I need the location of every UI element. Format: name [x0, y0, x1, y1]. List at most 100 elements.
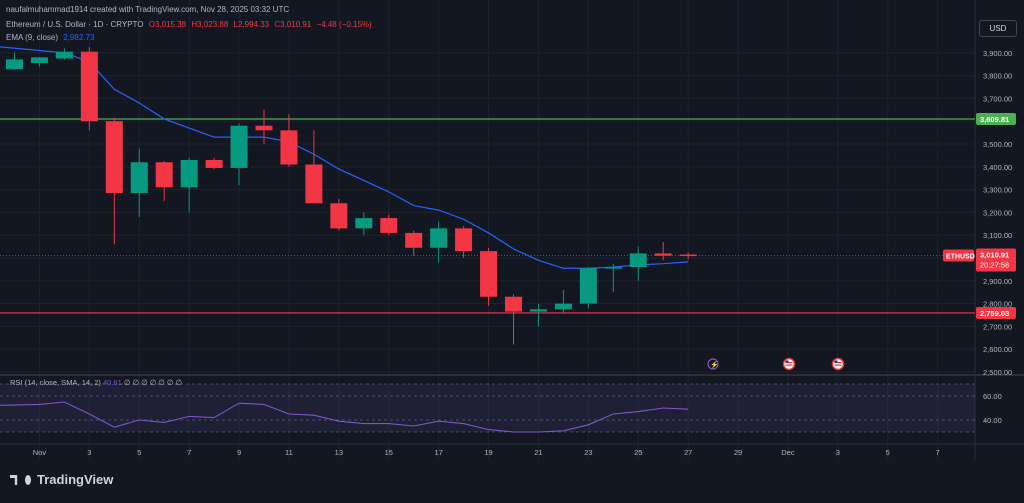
- price-axis-label: 2,800.00: [983, 300, 1012, 309]
- rsi-axis-label: 40.00: [983, 416, 1002, 425]
- candle-body: [305, 164, 323, 204]
- rsi-header: RSI (14, close, SMA, 14, 2) 40.61 ∅ ∅ ∅ …: [10, 378, 182, 387]
- time-axis-label: 19: [484, 448, 492, 457]
- tradingview-logo-text: TradingView: [37, 472, 114, 487]
- candle-body: [80, 51, 98, 122]
- rsi-band: [0, 384, 975, 432]
- candle-body: [105, 121, 123, 194]
- candle-body: [330, 203, 348, 229]
- symbol-tag: [943, 249, 974, 262]
- tradingview-logo-icon: [10, 475, 18, 485]
- economic-event-flag-icon[interactable]: [831, 357, 845, 371]
- price-axis-label: 2,600.00: [983, 345, 1012, 354]
- countdown-text: 20:27:58: [980, 260, 1009, 269]
- flag-stripe: [834, 362, 842, 364]
- time-axis-label: 7: [187, 448, 191, 457]
- rsi-value: 40.61: [102, 378, 122, 387]
- time-axis-label: 21: [534, 448, 542, 457]
- candle-body: [629, 253, 647, 268]
- candle-body: [529, 309, 547, 312]
- rsi-label[interactable]: RSI (14, close, SMA, 14, 2): [10, 378, 101, 387]
- ema-row: EMA (9, close) 2,982.73: [6, 33, 97, 42]
- price-axis-label: 3,800.00: [983, 72, 1012, 81]
- candle-body: [679, 254, 697, 257]
- price-badge-red-text: 2,759.03: [980, 309, 1009, 318]
- candle-body: [205, 159, 223, 168]
- price-axis-label: 2,700.00: [983, 322, 1012, 331]
- flag-stripe: [785, 364, 793, 366]
- ema-value: 2,982.73: [63, 33, 95, 42]
- ema-label[interactable]: EMA (9, close): [6, 33, 59, 42]
- time-axis-label: 15: [385, 448, 393, 457]
- candle-body: [155, 162, 173, 188]
- candle-body: [280, 130, 298, 165]
- price-axis-label: 2,900.00: [983, 277, 1012, 286]
- price-axis-label: 3,400.00: [983, 163, 1012, 172]
- rsi-line: [0, 401, 689, 433]
- event-flash-icon[interactable]: [707, 358, 719, 370]
- candle-body: [55, 51, 73, 59]
- flag-canton: [834, 360, 838, 363]
- ohlc-high: H3,023.88: [191, 20, 229, 29]
- candle-body: [405, 232, 423, 248]
- time-axis-label: Dec: [781, 448, 795, 457]
- time-axis-label: 5: [137, 448, 141, 457]
- author-line: naufalmuhammad1914 created with TradingV…: [6, 5, 290, 14]
- candle-body: [604, 267, 622, 269]
- economic-event-flag-icon[interactable]: [782, 357, 796, 371]
- last-price-badge: [976, 248, 1016, 272]
- last-price-text: 3,010.91: [980, 250, 1009, 259]
- time-axis-label: 11: [285, 448, 293, 457]
- time-axis-label: 5: [886, 448, 890, 457]
- time-axis-label: 27: [684, 448, 692, 457]
- flag-stripe: [834, 364, 842, 366]
- candle-body: [355, 218, 373, 229]
- time-axis-label: 17: [434, 448, 442, 457]
- time-axis-label: 23: [584, 448, 592, 457]
- price-axis-label: 2,500.00: [983, 368, 1012, 377]
- price-axis-label: 3,700.00: [983, 94, 1012, 103]
- ohlc-open: O3,015.38: [148, 20, 187, 29]
- time-axis-label: 3: [87, 448, 91, 457]
- price-badge-green-text: 3,609.81: [980, 115, 1009, 124]
- candle-body: [180, 159, 198, 188]
- time-axis-label: 25: [634, 448, 642, 457]
- candle-body: [130, 162, 148, 194]
- candle-body: [579, 268, 597, 304]
- symbol-title[interactable]: Ethereum / U.S. Dollar · 1D · CRYPTO: [6, 20, 144, 29]
- time-axis-label: 29: [734, 448, 742, 457]
- time-axis-label: 3: [836, 448, 840, 457]
- ohlc-low: L2,994.33: [233, 20, 270, 29]
- candle-body: [230, 125, 248, 168]
- flag-stripe: [785, 362, 793, 364]
- price-axis-label: 3,500.00: [983, 140, 1012, 149]
- rsi-extra: ∅ ∅ ∅ ∅ ∅ ∅ ∅: [123, 378, 183, 387]
- candle-body: [255, 125, 273, 131]
- flag-canton: [785, 360, 789, 363]
- tradingview-logo[interactable]: TradingView: [10, 472, 113, 487]
- price-axis-label: 3,900.00: [983, 49, 1012, 58]
- time-axis-label: 7: [936, 448, 940, 457]
- tradingview-logo-dot-icon: [25, 475, 31, 485]
- time-axis-label: 13: [335, 448, 343, 457]
- time-axis-label: Nov: [33, 448, 47, 457]
- ema-line: [0, 46, 689, 269]
- rsi-axis-label: 60.00: [983, 392, 1002, 401]
- currency-button[interactable]: USD: [979, 20, 1017, 37]
- price-badge-green: [976, 112, 1016, 125]
- candle-body: [554, 303, 572, 310]
- symbol-ohlc-row: Ethereum / U.S. Dollar · 1D · CRYPTO O3,…: [6, 20, 375, 29]
- candle-body: [654, 253, 672, 256]
- candle-body: [505, 296, 522, 312]
- price-axis-label: 3,300.00: [983, 186, 1012, 195]
- symbol-tag-text: ETHUSD: [946, 253, 975, 260]
- price-axis-label: 3,200.00: [983, 208, 1012, 217]
- ohlc-change: −4.48 (−0.15%): [316, 20, 372, 29]
- candle-body: [380, 218, 398, 233]
- candle-body: [455, 228, 473, 252]
- price-badge-red: [976, 306, 1016, 319]
- candle-body: [6, 59, 23, 70]
- event-flash-glyph: ⚡: [710, 360, 719, 369]
